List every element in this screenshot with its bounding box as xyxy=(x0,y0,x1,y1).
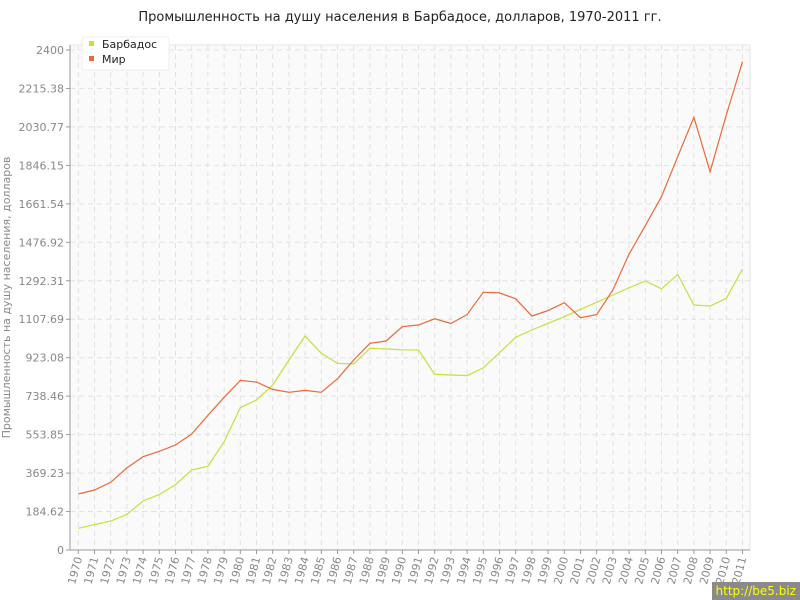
plot-area xyxy=(69,44,751,551)
legend-label: Барбадос xyxy=(102,38,157,51)
y-tick-label: 369.23 xyxy=(26,467,65,480)
y-tick-label: 2215.38 xyxy=(19,82,65,95)
y-tick-label: 0 xyxy=(57,544,64,557)
legend xyxy=(81,36,170,71)
y-tick-label: 553.85 xyxy=(26,429,65,442)
y-tick-label: 1846.15 xyxy=(19,159,65,172)
y-tick-label: 184.62 xyxy=(26,506,65,519)
watermark[interactable]: http://be5.biz xyxy=(711,582,800,600)
y-tick-label: 923.08 xyxy=(26,352,65,365)
y-tick-label: 738.46 xyxy=(26,390,65,403)
y-tick-label: 1107.69 xyxy=(19,313,65,326)
legend-label: Мир xyxy=(102,53,126,66)
y-tick-label: 2400 xyxy=(36,44,64,57)
series-line-barbados xyxy=(78,268,744,529)
y-tick-label: 1292.31 xyxy=(19,275,65,288)
series-line-world xyxy=(78,61,744,495)
y-tick-label: 2030.77 xyxy=(19,121,65,134)
legend-swatch xyxy=(89,56,94,61)
legend-swatch xyxy=(89,41,94,46)
y-tick-label: 1476.92 xyxy=(19,236,65,249)
y-tick-label: 1661.54 xyxy=(19,198,65,211)
y-axis-label: Промышленность на душу населения, доллар… xyxy=(0,157,13,439)
chart-title: Промышленность на душу населения в Барба… xyxy=(138,10,662,25)
